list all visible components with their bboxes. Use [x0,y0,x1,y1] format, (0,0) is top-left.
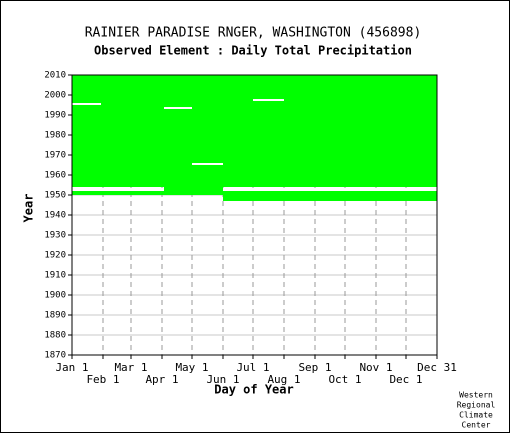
x-tick-label: May 1 [175,361,208,374]
coverage-gap [72,103,101,105]
y-tick-label: 1910 [44,271,66,281]
coverage-block [72,75,437,187]
coverage-gap [192,163,223,165]
plot-border [71,74,438,356]
x-tick-label: Jun 1 [206,373,239,386]
x-tick-label: Mar 1 [114,361,147,374]
chart-subtitle: Observed Element : Daily Total Precipita… [94,44,412,58]
x-tick-label: Dec 31 [417,361,457,374]
x-tick-label: Oct 1 [328,373,361,386]
coverage-block [164,187,223,191]
credit-line: Climate [459,411,493,420]
y-tick-label: 1880 [44,331,66,341]
credit-line: Center [462,421,491,430]
credit-line: Regional [457,401,496,410]
chart-title: RAINIER PARADISE RNGER, WASHINGTON (4568… [85,26,422,41]
y-tick-label: 1990 [44,111,66,121]
x-axis-label: Day of Year [214,383,293,397]
y-tick-label: 1980 [44,131,66,141]
coverage-block [223,195,437,201]
x-tick-label: Apr 1 [145,373,178,386]
y-tick-label: 1890 [44,311,66,321]
x-tick-label: Aug 1 [267,373,300,386]
y-tick-label: 1970 [44,151,66,161]
x-tick-label: Jul 1 [236,361,269,374]
y-tick-label: 2000 [44,91,66,101]
y-tick-label: 1960 [44,171,66,181]
y-tick-label: 1940 [44,211,66,221]
x-tick-label: Feb 1 [86,373,119,386]
coverage-gap [164,107,192,109]
y-axis-label: Year [22,194,36,223]
coverage-gap [253,99,284,101]
x-tick-label: Dec 1 [389,373,422,386]
x-tick-label: Sep 1 [298,361,331,374]
coverage-block [72,191,437,195]
credit-line: Western [459,391,493,400]
y-tick-label: 1930 [44,231,66,241]
y-tick-label: 1950 [44,191,66,201]
x-tick-label: Jan 1 [55,361,88,374]
y-tick-label: 1870 [44,351,66,361]
x-tick-label: Nov 1 [359,361,392,374]
y-tick-label: 1900 [44,291,66,301]
y-tick-label: 1920 [44,251,66,261]
y-tick-label: 2010 [44,71,66,81]
